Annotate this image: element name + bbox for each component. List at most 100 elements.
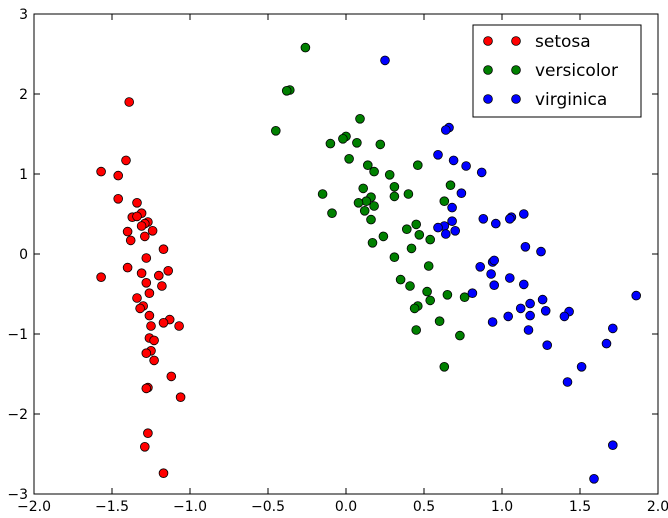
point-versicolor-31 <box>414 230 425 240</box>
legend-marker-virginica <box>483 94 493 104</box>
point-setosa-28 <box>135 303 145 314</box>
point-virginica-27 <box>489 280 500 291</box>
point-versicolor-13 <box>369 166 379 177</box>
point-setosa-45 <box>158 468 169 479</box>
point-setosa-38 <box>149 355 159 366</box>
point-setosa-8 <box>132 211 142 222</box>
y-tick-label: −2 <box>7 407 28 423</box>
legend: setosa versicolor virginica <box>472 24 642 118</box>
point-virginica-28 <box>467 288 478 299</box>
point-versicolor-38 <box>395 274 406 285</box>
point-versicolor-23 <box>353 198 364 208</box>
point-versicolor-33 <box>425 234 436 245</box>
point-virginica-36 <box>559 311 570 322</box>
point-versicolor-19 <box>403 189 414 199</box>
legend-label-versicolor: versicolor <box>535 61 618 81</box>
point-setosa-0 <box>124 97 134 107</box>
point-setosa-33 <box>174 321 184 331</box>
point-versicolor-49 <box>439 361 450 372</box>
legend-marker-versicolor <box>483 65 493 75</box>
point-virginica-24 <box>486 269 496 279</box>
point-versicolor-7 <box>352 138 362 148</box>
point-virginica-6 <box>476 167 487 178</box>
point-virginica-17 <box>450 226 461 236</box>
point-virginica-39 <box>607 323 618 334</box>
point-versicolor-14 <box>384 170 395 180</box>
point-virginica-43 <box>576 361 587 372</box>
point-virginica-8 <box>447 202 457 213</box>
point-versicolor-10 <box>344 154 354 164</box>
point-setosa-18 <box>122 262 133 273</box>
point-versicolor-27 <box>327 208 337 219</box>
point-versicolor-3 <box>270 126 281 136</box>
legend-box <box>472 24 642 118</box>
point-versicolor-43 <box>425 295 436 306</box>
point-versicolor-41 <box>442 289 453 300</box>
point-versicolor-25 <box>369 201 379 211</box>
point-setosa-31 <box>158 317 169 328</box>
point-virginica-22 <box>489 255 500 266</box>
point-setosa-16 <box>158 244 169 255</box>
point-setosa-11 <box>136 221 147 231</box>
point-setosa-19 <box>163 265 174 276</box>
point-versicolor-4 <box>355 114 365 124</box>
point-setosa-13 <box>147 226 158 236</box>
point-versicolor-24 <box>439 196 450 207</box>
point-virginica-14 <box>490 218 501 229</box>
point-setosa-25 <box>144 288 155 299</box>
point-virginica-2 <box>440 125 451 135</box>
point-setosa-15 <box>125 235 136 246</box>
point-versicolor-47 <box>411 325 422 335</box>
point-virginica-41 <box>542 340 552 351</box>
point-virginica-9 <box>478 214 489 224</box>
points-layer <box>96 42 641 484</box>
point-virginica-19 <box>520 242 531 252</box>
point-virginica-23 <box>475 261 486 272</box>
point-virginica-10 <box>447 216 457 227</box>
legend-marker-setosa <box>483 36 493 46</box>
point-setosa-21 <box>136 268 147 279</box>
point-setosa-42 <box>175 392 186 403</box>
point-virginica-18 <box>440 229 451 239</box>
legend-label-virginica: virginica <box>535 90 607 110</box>
point-virginica-44 <box>562 377 573 387</box>
point-virginica-42 <box>601 338 612 349</box>
point-versicolor-16 <box>358 183 369 194</box>
point-virginica-0 <box>380 55 390 66</box>
x-tick-label: 2.0 <box>647 499 668 515</box>
point-setosa-43 <box>143 428 153 439</box>
point-virginica-29 <box>631 290 641 301</box>
point-versicolor-36 <box>389 252 400 263</box>
point-versicolor-18 <box>389 191 400 202</box>
point-versicolor-46 <box>434 316 445 327</box>
point-versicolor-11 <box>362 160 373 171</box>
point-versicolor-26 <box>359 206 370 216</box>
point-setosa-4 <box>113 194 123 204</box>
point-setosa-41 <box>141 383 152 394</box>
point-virginica-5 <box>461 161 471 171</box>
y-tick-label: −3 <box>7 487 28 503</box>
point-setosa-29 <box>144 310 155 321</box>
point-versicolor-48 <box>455 330 465 341</box>
legend-marker-virginica <box>511 94 521 104</box>
point-versicolor-17 <box>389 182 400 192</box>
point-versicolor-22 <box>361 196 372 207</box>
point-virginica-33 <box>540 305 551 316</box>
point-virginica-30 <box>537 294 548 305</box>
point-versicolor-12 <box>412 160 423 171</box>
point-versicolor-28 <box>366 214 376 225</box>
x-tick-label: −0.5 <box>251 499 285 515</box>
point-virginica-3 <box>433 150 443 160</box>
point-virginica-45 <box>607 440 618 451</box>
point-versicolor-0 <box>300 42 311 53</box>
point-virginica-26 <box>518 279 529 290</box>
point-setosa-23 <box>141 277 152 288</box>
x-tick-label: −1.0 <box>173 499 207 515</box>
point-setosa-2 <box>121 155 131 166</box>
point-setosa-14 <box>140 231 150 242</box>
point-setosa-44 <box>140 441 150 452</box>
point-setosa-20 <box>154 270 164 281</box>
point-setosa-39 <box>166 371 177 382</box>
point-virginica-46 <box>589 473 599 484</box>
x-tick-label: 1.5 <box>569 499 591 515</box>
